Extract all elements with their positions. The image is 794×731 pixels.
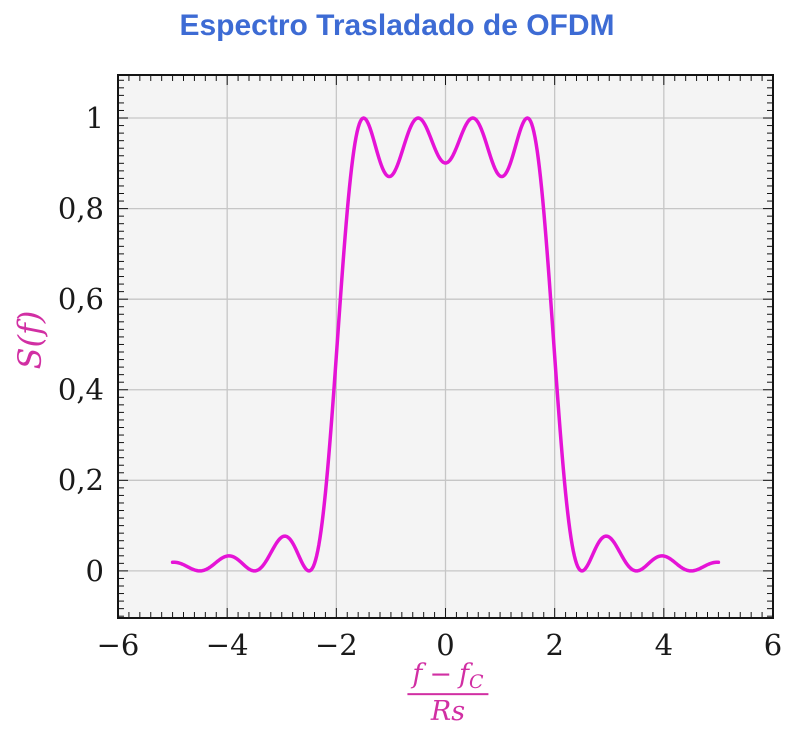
y-tick-label: 0,6 [58, 282, 104, 316]
x-label-numerator-f2: f [459, 659, 470, 691]
minus-sign: − [429, 659, 453, 691]
y-tick-label: 0,4 [58, 373, 104, 407]
plot-frame [117, 74, 774, 619]
x-label-numerator-f: f [412, 659, 423, 691]
x-tick-label: −4 [206, 628, 249, 662]
chart-title: Espectro Trasladado de OFDM [179, 9, 615, 42]
spectrum-curve [170, 116, 721, 573]
x-tick-label: 6 [764, 628, 782, 662]
x-tick-label: −6 [97, 628, 140, 662]
x-axis-label-fraction: f − f C Rs [407, 659, 489, 728]
y-tick-label: 0,2 [58, 463, 104, 497]
y-tick-label: 0,8 [58, 191, 104, 225]
x-label-numerator: f − f C [407, 659, 489, 696]
y-tick-label: 0 [86, 554, 104, 588]
y-axis-label: S(f) [11, 310, 49, 370]
y-tick-label: 1 [86, 101, 104, 135]
x-tick-label: −2 [315, 628, 358, 662]
x-tick-label: 4 [655, 628, 673, 662]
x-label-subscript: C [469, 671, 484, 694]
x-label-denominator: Rs [430, 696, 466, 728]
x-tick-label: 2 [545, 628, 563, 662]
x-tick-label: 0 [436, 628, 454, 662]
